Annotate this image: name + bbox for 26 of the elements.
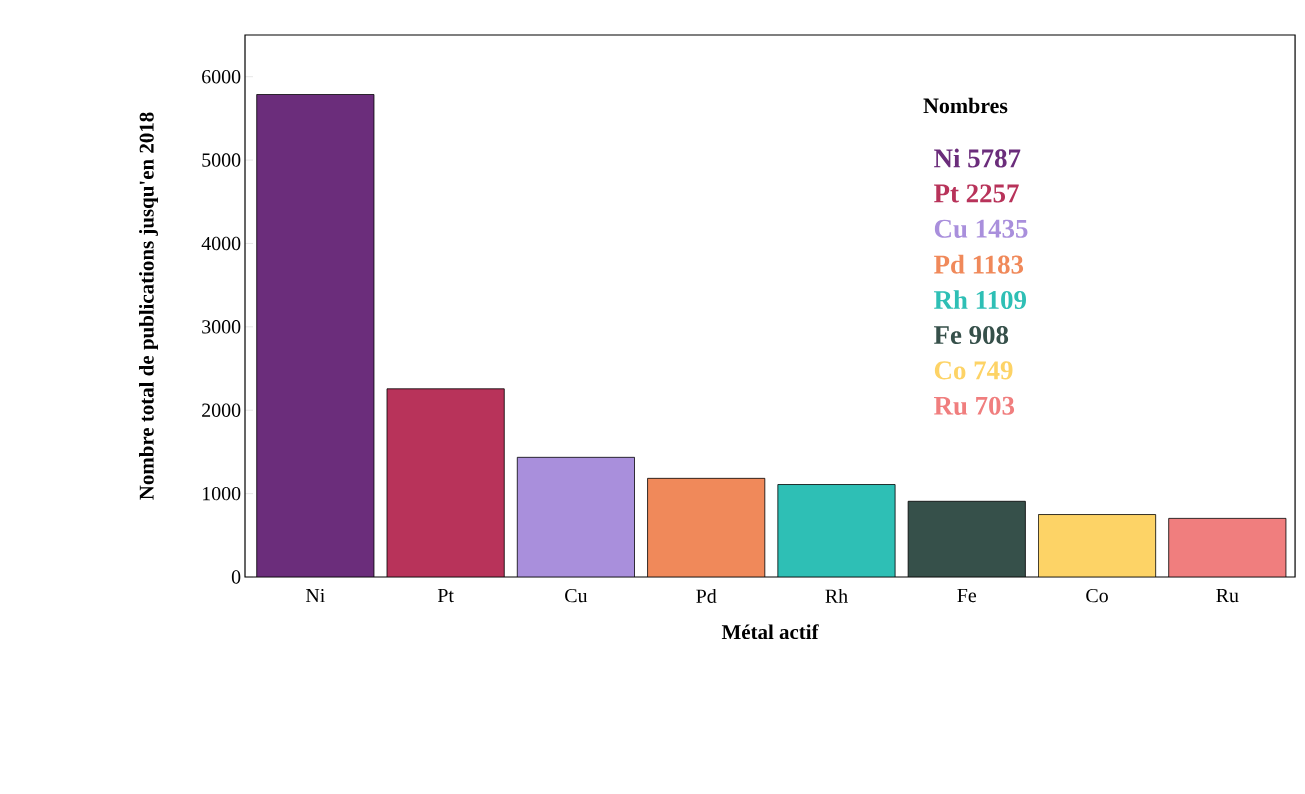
annotation: Cu 1435: [934, 219, 1028, 238]
x-tick-label: Ni: [305, 588, 325, 603]
y-axis-title: Nombre total de publications jusqu'en 2018: [139, 112, 158, 500]
y-tick-label: 5000: [202, 153, 241, 167]
y-tick-label: 0: [231, 570, 241, 584]
y-tick-label: 2000: [202, 403, 241, 417]
annotation: Ni 5787: [934, 148, 1021, 168]
x-tick-label: Fe: [957, 588, 977, 603]
y-tick-label: 1000: [202, 486, 241, 501]
y-tick-label: 6000: [202, 69, 241, 84]
x-tick-label: Co: [1086, 588, 1108, 603]
x-tick-label: Pt: [437, 588, 454, 603]
annotation: Pd 1183: [934, 254, 1024, 274]
annotation: Fe 908: [934, 325, 1009, 345]
x-axis-title: Métal actif: [721, 624, 819, 640]
annotation: Rh 1109: [934, 290, 1027, 310]
y-tick-label: 4000: [201, 236, 241, 251]
annotation: Pt 2257: [934, 184, 1019, 203]
y-tick-label: 3000: [202, 320, 241, 334]
legend-title: Nombres: [923, 97, 1008, 114]
annotation: Ru 703: [934, 396, 1015, 415]
x-tick-label: Rh: [825, 588, 848, 603]
annotation: Co 749: [934, 361, 1013, 380]
x-tick-label: Cu: [565, 588, 588, 603]
x-tick-label: Pd: [696, 588, 717, 603]
x-tick-label: Ru: [1216, 588, 1239, 603]
